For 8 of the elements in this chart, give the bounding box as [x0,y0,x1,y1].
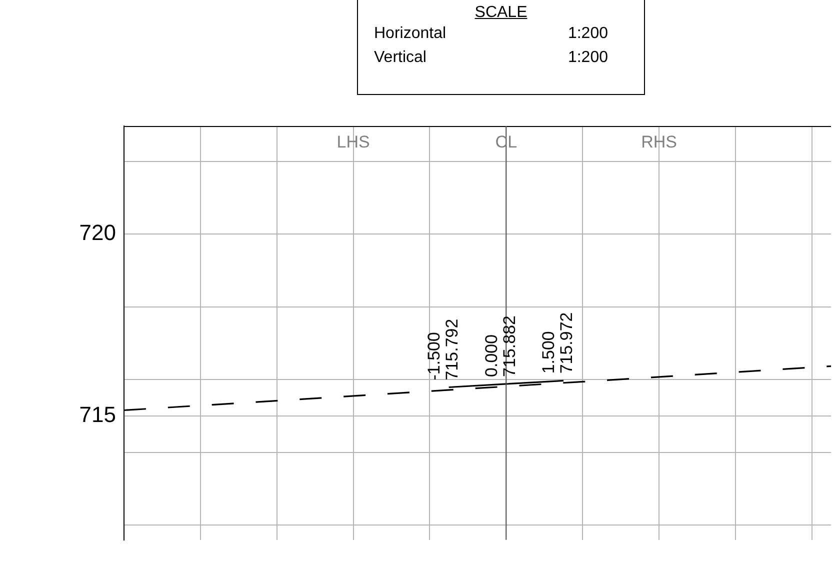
text: Horizontal 1:200 [374,25,608,42]
data-label: 1.500 715.972 [539,312,576,374]
text: Vertical 1:200 [374,49,608,66]
y-tick-label: 720 [79,220,116,246]
data-label: 0.000 715.882 [482,316,519,377]
chart-title: SCALE [474,4,528,22]
y-tick-label: 715 [79,402,116,428]
data-label: -1.500 715.792 [424,318,462,380]
